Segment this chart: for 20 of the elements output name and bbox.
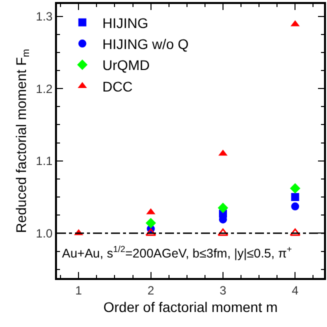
- point: [290, 183, 300, 194]
- x-tick-label: 2: [147, 283, 154, 298]
- point: [218, 202, 228, 214]
- legend-label: HIJING w/o Q: [102, 36, 189, 52]
- x-tick-label: 3: [220, 283, 227, 298]
- point: [291, 202, 300, 210]
- y-tick-label: 1.1: [36, 154, 53, 168]
- y-tick-label: 1.0: [36, 226, 53, 240]
- legend-label: HIJING: [102, 14, 148, 31]
- point: [291, 193, 300, 202]
- x-tick-label: 1: [75, 283, 82, 298]
- point: [218, 228, 228, 236]
- point: [146, 218, 156, 228]
- annotation: Au+Au, s$^{1/2}$=200AGeV, b≤3fm, |y|≤0.5, π$^{+}$: [62, 244, 292, 260]
- x-tick-label: 4: [292, 283, 299, 298]
- legend-label: DCC: [102, 78, 133, 94]
- y-tick-label: 1.2: [36, 82, 53, 96]
- legend-label: UrQMD: [102, 57, 150, 74]
- x-axis-title: Order of factorial moment m: [103, 299, 278, 316]
- y-tick-label: 1.3: [36, 9, 53, 24]
